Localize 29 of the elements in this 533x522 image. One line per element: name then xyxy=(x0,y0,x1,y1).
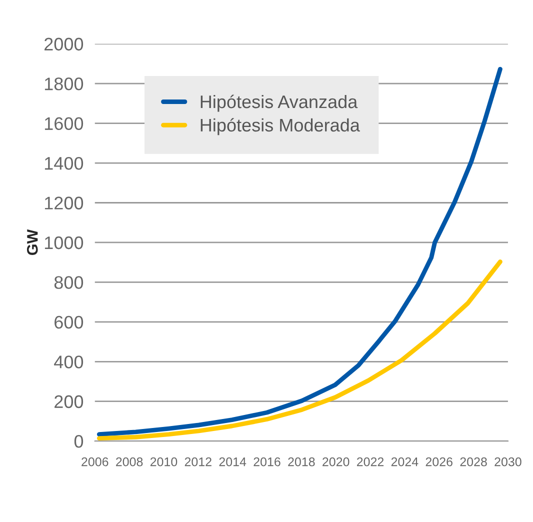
x-tick-label: 2010 xyxy=(150,457,178,466)
y-tick-label: 400 xyxy=(54,356,84,368)
y-axis-title: GW xyxy=(26,229,38,255)
y-tick-label: 2000 xyxy=(44,38,84,51)
y-tick-label: 200 xyxy=(54,395,84,408)
x-tick-label: 2028 xyxy=(460,457,487,466)
x-tick-label: 2026 xyxy=(426,457,452,466)
x-tick-label: 2012 xyxy=(184,457,212,466)
y-tick-label: 600 xyxy=(54,316,84,329)
x-tick-label: 2016 xyxy=(254,457,280,466)
x-tick-label: 2006 xyxy=(82,457,108,466)
y-tick-label: 1000 xyxy=(44,236,84,250)
x-tick-label: 2030 xyxy=(494,457,522,466)
y-tick-label: 0 xyxy=(74,435,84,448)
x-tick-label: 2014 xyxy=(219,457,246,466)
y-tick-label: 800 xyxy=(54,276,84,289)
line-series xyxy=(96,66,502,437)
x-tick-label: 2008 xyxy=(116,457,143,466)
x-tick-label: 2018 xyxy=(288,457,315,466)
y-tick-label: 1800 xyxy=(44,78,84,90)
x-tick-label: 2022 xyxy=(356,457,384,466)
x-tick-label: 2020 xyxy=(322,457,350,466)
legend-label: Hipótesis Moderada xyxy=(200,118,360,136)
line-series xyxy=(96,260,502,441)
y-tick-label: 1400 xyxy=(44,156,84,170)
y-tick-label: 1200 xyxy=(44,196,84,210)
y-tick-label: 1600 xyxy=(44,117,84,130)
legend-label: Hipótesis Avanzada xyxy=(200,94,358,112)
x-tick-label: 2024 xyxy=(391,457,418,466)
